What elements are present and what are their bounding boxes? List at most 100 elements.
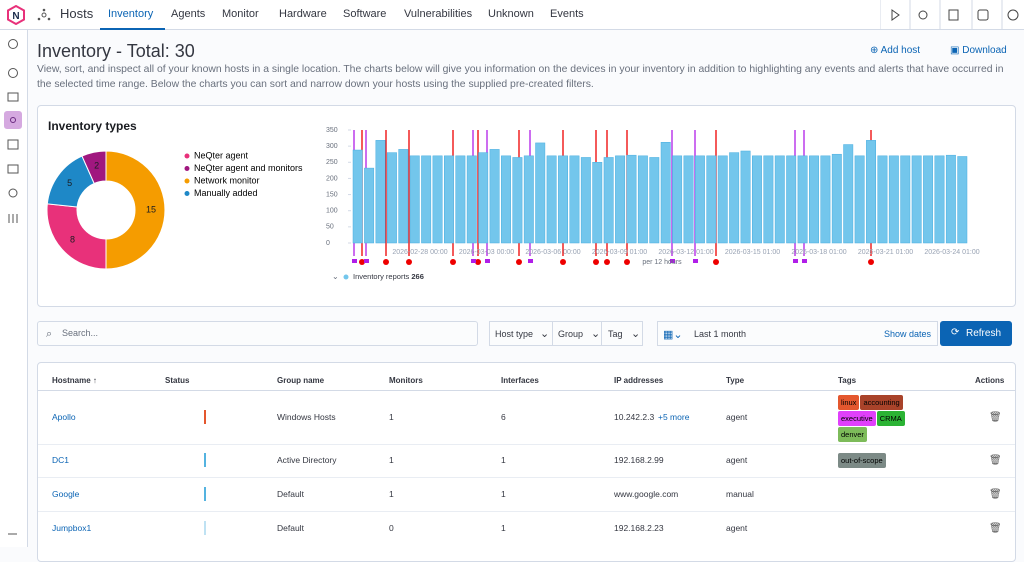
bar (466, 155, 477, 244)
header-divider (38, 390, 1015, 391)
status-indicator (204, 453, 206, 467)
bar (364, 167, 375, 244)
bar (489, 149, 500, 244)
search-box[interactable]: ⌕ Search... (37, 321, 478, 346)
slice-label: 5 (67, 178, 72, 188)
section-title: Hosts (60, 6, 94, 21)
show-dates[interactable]: Show dates (884, 329, 932, 339)
legend-swatch (184, 178, 190, 184)
hostname[interactable]: Jumpbox1 (52, 523, 92, 533)
bar (809, 155, 819, 244)
date-picker[interactable]: ▦⌄ Last 1 month Show dates (657, 321, 938, 346)
bar (409, 155, 420, 244)
x-tick-label: 2026-03-03 00:00 (459, 249, 514, 256)
ip-address: 10.242.2.3 (614, 412, 655, 422)
download-button[interactable]: ▣ Download (950, 45, 1007, 56)
legend-toggle[interactable]: ⌄ (332, 272, 339, 281)
group-name: Active Directory (277, 455, 337, 465)
column-header: Monitors (389, 376, 423, 385)
add-host-button[interactable]: ⊕ Add host (870, 45, 921, 56)
slice-label: 15 (146, 204, 156, 214)
nav-tab[interactable]: Vulnerabilities (404, 8, 473, 20)
host-type: agent (726, 455, 748, 465)
bar (501, 155, 511, 244)
x-tick-label: 2026-03-24 01:00 (924, 249, 979, 256)
nav-tab[interactable]: Events (550, 8, 584, 20)
group-filter[interactable]: Group ⌄ (552, 321, 602, 346)
nav-tab[interactable]: Monitor (222, 8, 259, 20)
column-header: Tags (838, 376, 857, 385)
nav-tab[interactable]: Unknown (488, 8, 534, 20)
bar (729, 152, 740, 244)
legend-swatch (343, 274, 349, 280)
delete-action[interactable]: 🗑 (989, 412, 1002, 423)
bar (752, 155, 762, 244)
ip-address: 192.168.2.99 (614, 455, 664, 465)
slice-label: 2 (94, 160, 99, 170)
bar (888, 155, 899, 244)
bar (923, 155, 934, 244)
bar (523, 155, 534, 244)
toolbar-icons[interactable] (880, 0, 1024, 30)
bar (831, 153, 842, 244)
host-type-label: Host type (495, 329, 534, 339)
hostname[interactable]: DC1 (52, 455, 70, 465)
nav-tab[interactable]: Inventory (108, 8, 154, 20)
sidebar (0, 30, 28, 547)
bar (535, 142, 546, 244)
bar (877, 155, 888, 244)
bar (386, 152, 397, 244)
x-tick-label: 2026-03-06 00:00 (525, 249, 580, 256)
hostname[interactable]: Apollo (52, 412, 76, 422)
tag-list: linux accountingexecutive CRMA denver (838, 394, 926, 442)
nav-tab[interactable]: Hardware (279, 8, 327, 20)
legend-label: Network monitor (194, 175, 260, 185)
search-placeholder: Search... (62, 328, 99, 338)
row-divider (38, 477, 1015, 478)
slice-label: 8 (70, 234, 75, 244)
bar (786, 155, 797, 244)
column-header: Actions (975, 376, 1005, 385)
bar (352, 149, 363, 244)
delete-action[interactable]: 🗑 (989, 523, 1002, 534)
tag: CRMA (876, 411, 905, 426)
y-tick-label: 300 (326, 143, 338, 150)
bar (546, 155, 557, 244)
nav-tab[interactable]: Agents (171, 8, 206, 20)
legend-swatch (184, 153, 190, 159)
delete-action[interactable]: 🗑 (989, 489, 1002, 500)
status-indicator (204, 521, 206, 535)
refresh-button[interactable]: ⟳ Refresh (940, 321, 1012, 346)
host-type-filter[interactable]: Host type ⌄ (489, 321, 553, 346)
delete-action[interactable]: 🗑 (989, 455, 1002, 466)
donut-slice (46, 203, 107, 270)
bar (569, 155, 580, 244)
bar (900, 155, 911, 244)
x-tick-label: 2026-02-28 00:00 (392, 249, 447, 256)
logo[interactable]: N (6, 5, 26, 25)
ip-address: www.google.com (614, 489, 679, 499)
column-header: Hostname ↑ (52, 376, 97, 385)
legend-series-name: Inventory reports (353, 272, 410, 281)
bar (683, 155, 694, 244)
bar (717, 155, 728, 244)
download-label: Download (962, 45, 1007, 56)
column-header: IP addresses (614, 376, 664, 385)
bar (820, 155, 831, 244)
bar (911, 155, 922, 244)
column-header: Group name (277, 376, 325, 385)
nav-tab[interactable]: Software (343, 8, 387, 20)
hostname[interactable]: Google (52, 489, 80, 499)
host-type: manual (726, 489, 754, 499)
monitors: 1 (389, 489, 394, 499)
tag-filter[interactable]: Tag ⌄ (601, 321, 643, 346)
bar (592, 162, 603, 244)
x-tick-label: 2026-03-18 01:00 (791, 249, 846, 256)
bar (603, 157, 614, 244)
monitors: 1 (389, 412, 394, 422)
ip-more[interactable]: +5 more (658, 412, 690, 422)
x-tick-label: 2026-03-12 01:00 (658, 249, 713, 256)
bar (672, 155, 683, 244)
bar (660, 142, 671, 244)
bar (615, 155, 626, 244)
